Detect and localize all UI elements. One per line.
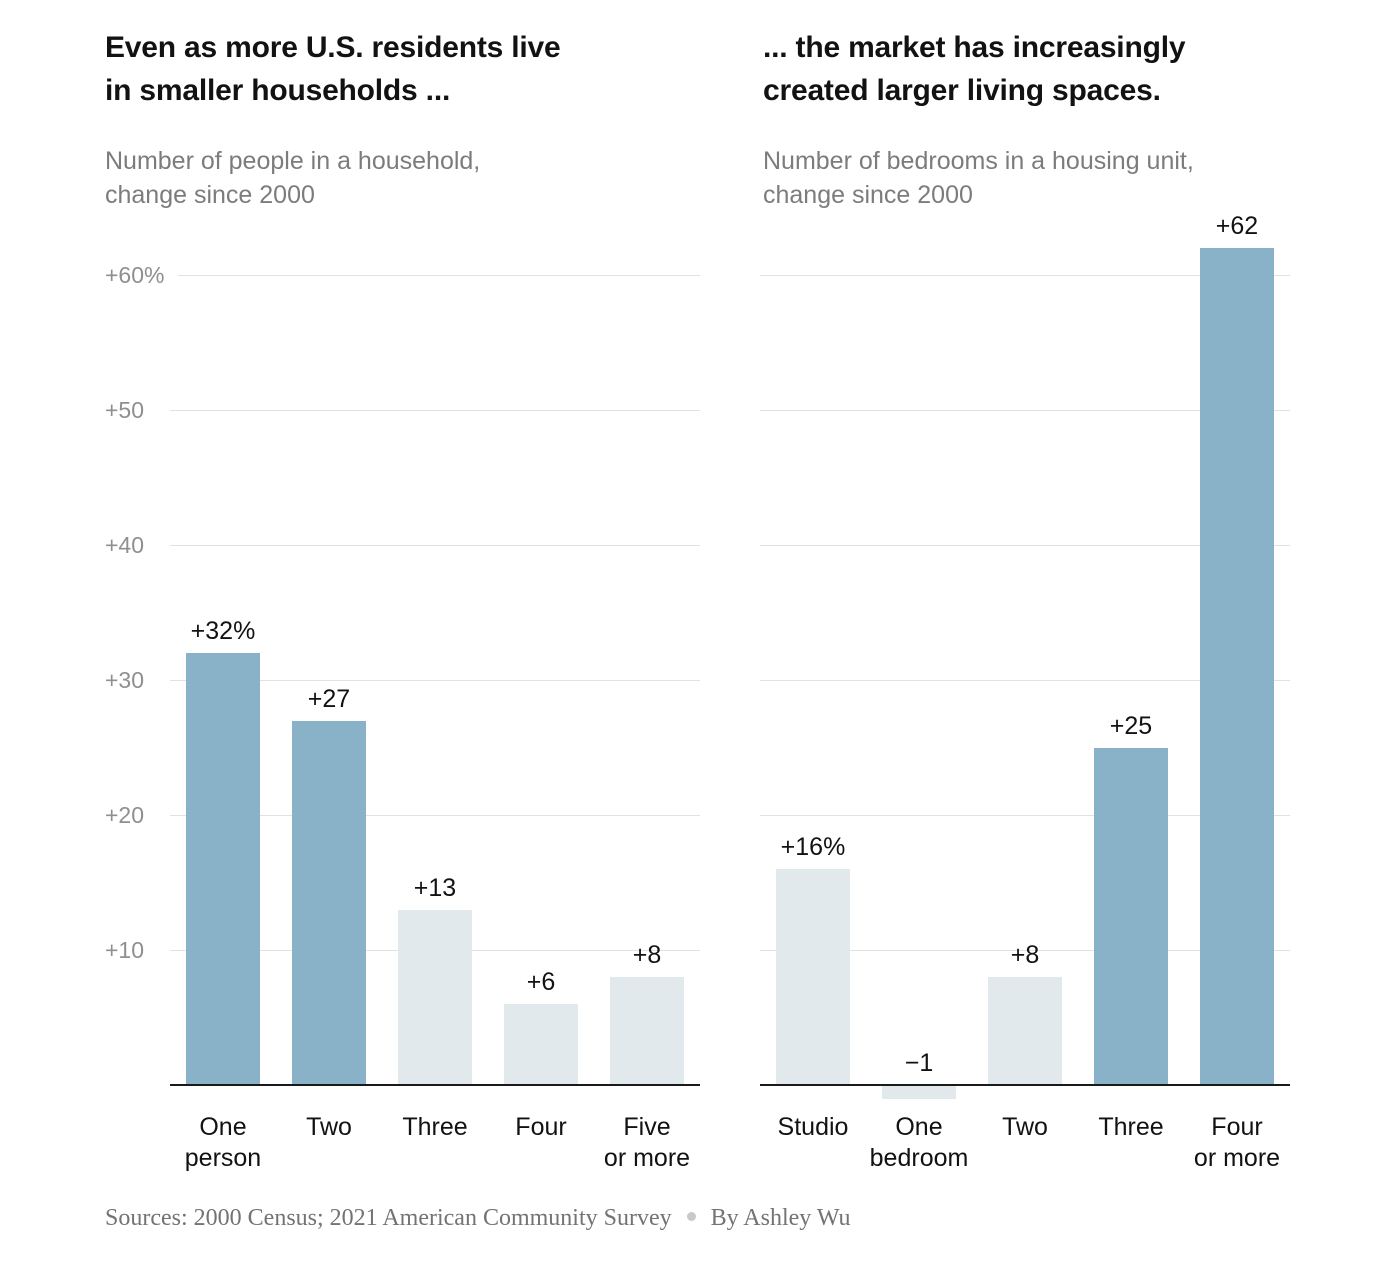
gridline [170, 545, 700, 546]
bar-one-person [186, 653, 260, 1085]
left-chart-subtitle: Number of people in a household, change … [105, 144, 480, 212]
value-label-two: +8 [1010, 941, 1040, 969]
y-axis-tick-label: +10 [105, 937, 159, 963]
x-axis-label-five-or-more: Five or more [562, 1112, 732, 1174]
bar-two [988, 977, 1062, 1085]
x-axis-label-line: Two [306, 1113, 352, 1141]
y-axis-tick-label: +60% [105, 262, 179, 288]
left-chart-title-line-2: in smaller households ... [105, 74, 451, 107]
bar-four-or-more [1200, 248, 1274, 1085]
x-axis-label-line: Two [1002, 1113, 1048, 1141]
bar-four [504, 1004, 578, 1085]
x-axis-label-line: Three [1098, 1113, 1164, 1141]
x-axis-baseline [760, 1084, 1290, 1086]
y-axis-tick-label: +40 [105, 532, 159, 558]
gridline [760, 680, 1290, 681]
gridline [170, 815, 700, 816]
gridline [170, 410, 700, 411]
x-axis-label-one-person: One person [138, 1112, 308, 1174]
x-axis-label-three: Three [350, 1112, 520, 1143]
footer: Sources: 2000 Census; 2021 American Comm… [105, 1205, 851, 1232]
bar-one-bedroom [882, 1085, 956, 1099]
y-axis-tick-label: +50 [105, 397, 159, 423]
gridline [760, 410, 1290, 411]
left-chart-title-line-1: Even as more U.S. residents live [105, 31, 561, 64]
right-chart-title: ... the market has increasingly created … [763, 26, 1186, 112]
value-label-three: +25 [1109, 711, 1153, 740]
bar-five-or-more [610, 977, 684, 1085]
x-axis-baseline [170, 1084, 700, 1086]
value-label-four: +6 [526, 968, 556, 996]
x-axis-label-line: bedroom [869, 1144, 969, 1172]
bar-two [292, 720, 366, 1085]
right-chart-subtitle-line-2: change since 2000 [763, 181, 973, 209]
left-chart-subtitle-line-1: Number of people in a household, [105, 147, 481, 175]
x-axis-label-studio: Studio [728, 1112, 898, 1143]
value-label-three: +13 [413, 873, 457, 902]
value-label-one-person: +32% [190, 617, 256, 645]
x-axis-label-four: Four [456, 1112, 626, 1143]
right-chart-title-line-2: created larger living spaces. [763, 74, 1161, 107]
footer-sources: Sources: 2000 Census; 2021 American Comm… [105, 1205, 672, 1231]
x-axis-label-line: Three [402, 1113, 468, 1141]
value-label-studio: +16% [780, 833, 846, 861]
x-axis-label-four-or-more: Four or more [1152, 1112, 1322, 1174]
x-axis-label-line: or more [603, 1144, 691, 1172]
gridline [760, 950, 1290, 951]
value-label-five-or-more: +8 [632, 941, 662, 969]
bar-three [1094, 747, 1168, 1085]
gridline [170, 680, 700, 681]
x-axis-label-line: Four [515, 1113, 567, 1141]
x-axis-label-three: Three [1046, 1112, 1216, 1143]
bar-three [398, 909, 472, 1085]
gridline [760, 545, 1290, 546]
separator-dot-icon [686, 1211, 696, 1221]
right-chart-subtitle: Number of bedrooms in a housing unit, ch… [763, 144, 1194, 212]
y-axis-tick-label: +30 [105, 667, 159, 693]
left-chart-title: Even as more U.S. residents live in smal… [105, 26, 561, 112]
x-axis-label-line: Studio [777, 1113, 849, 1141]
value-label-one-bedroom: −1 [904, 1049, 934, 1077]
gridline [170, 275, 700, 276]
y-axis-tick-label: +20 [105, 802, 159, 828]
gridline [760, 275, 1290, 276]
right-chart-title-line-1: ... the market has increasingly [763, 31, 1186, 64]
right-chart-subtitle-line-1: Number of bedrooms in a housing unit, [763, 147, 1194, 175]
x-axis-label-line: person [184, 1144, 262, 1172]
gridline [760, 815, 1290, 816]
x-axis-label-line: or more [1193, 1144, 1281, 1172]
value-label-four-or-more: +62 [1215, 212, 1259, 240]
x-axis-label-one-bedroom: One bedroom [834, 1112, 1004, 1174]
value-label-two: +27 [307, 684, 351, 713]
x-axis-label-two: Two [940, 1112, 1110, 1143]
bar-studio [776, 869, 850, 1085]
x-axis-label-line: One [895, 1113, 943, 1141]
x-axis-label-line: One [199, 1113, 247, 1141]
x-axis-label-line: Four [1211, 1113, 1263, 1141]
footer-byline: By Ashley Wu [710, 1205, 851, 1231]
left-chart-subtitle-line-2: change since 2000 [105, 181, 315, 209]
x-axis-label-two: Two [244, 1112, 414, 1143]
x-axis-label-line: Five [623, 1113, 671, 1141]
